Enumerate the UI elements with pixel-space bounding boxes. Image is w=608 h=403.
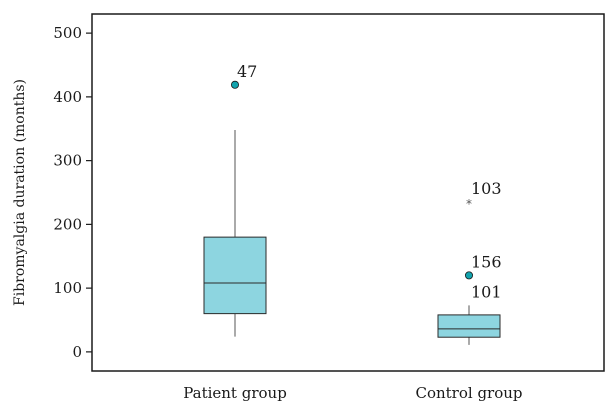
outlier-label-156: 156 bbox=[471, 252, 502, 271]
x-axis-labels: Patient group Control group bbox=[183, 384, 522, 402]
outlier-label-101: 101 bbox=[471, 282, 502, 301]
iqr-box-patient-group bbox=[203, 236, 267, 315]
y-tick-label-100: 100 bbox=[53, 279, 82, 297]
y-tick-label-0: 0 bbox=[72, 343, 82, 361]
box-patient-group: 47 bbox=[203, 62, 267, 337]
outlier-point-156 bbox=[464, 271, 473, 280]
x-category-label-patient-group: Patient group bbox=[183, 384, 287, 402]
outlier-label-47: 47 bbox=[237, 62, 257, 81]
y-tick-label-500: 500 bbox=[53, 24, 82, 42]
y-axis-title: Fibromyalgia duration (months) bbox=[12, 79, 28, 306]
x-category-label-control-group: Control group bbox=[415, 384, 522, 402]
y-tick-label-200: 200 bbox=[53, 215, 82, 233]
outlier-point-47 bbox=[230, 80, 239, 89]
y-tick-label-400: 400 bbox=[53, 88, 82, 106]
y-axis: 0 100 200 300 400 500 bbox=[53, 24, 92, 361]
outlier-label-103: 103 bbox=[471, 179, 502, 198]
plot-frame bbox=[91, 13, 605, 372]
boxes-layer: 47 156 *103 101 bbox=[203, 62, 502, 345]
box-control-group: 156 *103 101 bbox=[437, 179, 502, 345]
y-tick-label-300: 300 bbox=[53, 152, 82, 170]
extreme-point-103: * bbox=[466, 197, 472, 211]
iqr-box-control-group bbox=[437, 314, 501, 338]
